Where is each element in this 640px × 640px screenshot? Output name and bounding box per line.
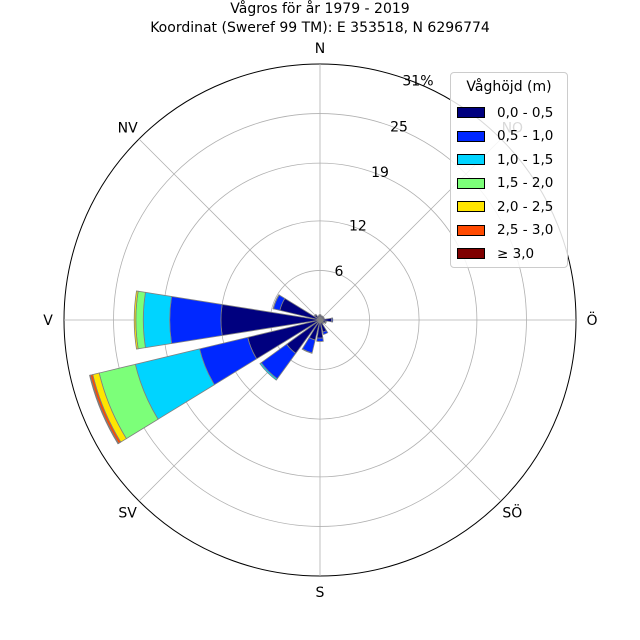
direction-label: N [315,41,325,57]
legend-swatch [457,130,485,142]
bar-VNV-bin-2 [272,294,280,310]
legend-item: 2,0 - 2,5 [457,195,561,219]
bar-NNV-bin-1 [317,315,320,318]
legend-label: 1,5 - 2,0 [497,175,554,192]
legend-label: 2,0 - 2,5 [497,198,554,215]
direction-label: SÖ [502,503,522,521]
bar-V-bin-2 [142,291,173,349]
legend-item: 1,5 - 2,0 [457,172,561,196]
bar-V-bin-4 [133,290,139,350]
legend-item: 1,0 - 1,5 [457,148,561,172]
legend-title: Våghöjd (m) [466,79,552,95]
bar-VSV-bin-6 [89,374,120,445]
legend-item: 2,5 - 3,0 [457,219,561,243]
direction-label: S [316,585,325,601]
direction-label: Ö [586,311,597,329]
radial-tick-label: 19 [371,165,389,181]
direction-label: V [43,313,53,329]
bar-SV-bin-2 [259,362,278,381]
legend-swatch [457,201,485,213]
legend-swatch [457,177,485,189]
direction-label: NV [118,121,138,137]
legend-swatch [457,107,485,119]
radial-tick-label: 31% [402,73,433,89]
direction-labels: NNOÖSÖSSVVNV [43,41,597,601]
chart-subtitle: Koordinat (Sweref 99 TM): E 353518, N 62… [150,20,490,36]
legend-item: ≥ 3,0 [457,242,561,266]
radial-tick-label: 6 [335,264,344,280]
legend-label: 1,0 - 1,5 [497,151,554,168]
bar-SSÖ-bin-1 [322,330,329,335]
bar-Ö-bin-1 [330,317,334,323]
bar-S-bin-1 [316,337,324,342]
bar-NV-bin-1 [313,313,317,317]
bar-SSV-bin-2 [301,348,313,354]
radial-tick-labels: 6 12 19 25 31% [335,73,434,280]
legend-label: 0,5 - 1,0 [497,128,554,145]
legend-swatch [457,224,485,236]
legend-swatch [457,154,485,166]
legend-label: ≥ 3,0 [497,245,535,262]
bar-ÖSÖ-bin-1 [324,320,327,325]
radial-tick-label: 25 [390,119,408,135]
legend-label: 2,5 - 3,0 [497,222,554,239]
direction-label: SV [118,505,137,521]
chart-title: Vågros för år 1979 - 2019 [230,1,410,17]
legend: Våghöjd (m) 0,0 - 0,5 0,5 - 1,0 1,0 - 1,5 1… [450,72,568,268]
polar-grid [63,63,577,577]
legend-item: 0,0 - 0,5 [457,101,561,125]
legend-swatch [457,248,485,260]
rose-bars [89,290,334,445]
grid-spoke [319,319,502,502]
bar-V-bin-1 [169,296,223,344]
legend-item: 0,5 - 1,0 [457,125,561,149]
legend-items: 0,0 - 0,5 0,5 - 1,0 1,0 - 1,5 1,5 - 2,0 2,0 … [457,101,561,266]
legend-label: 0,0 - 0,5 [497,104,554,121]
radial-tick-label: 12 [349,218,367,234]
grid-spoke [138,138,321,321]
bar-ÖNÖ-bin-1 [322,317,325,320]
